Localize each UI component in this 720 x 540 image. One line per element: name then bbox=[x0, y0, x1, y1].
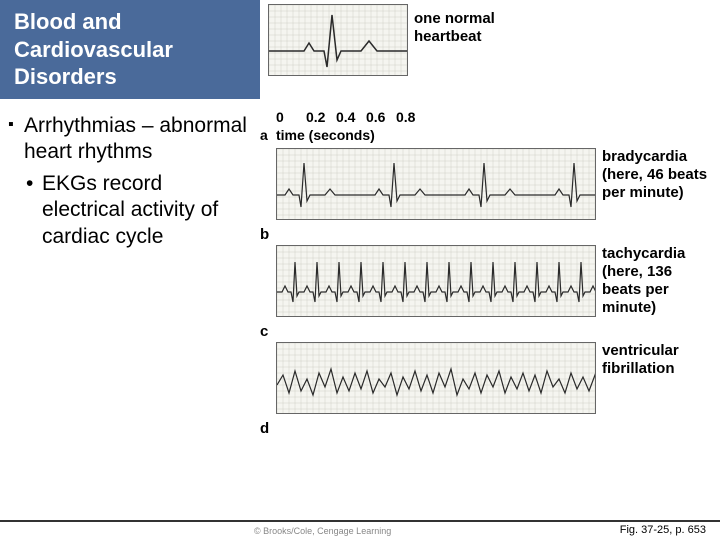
ekg-d-letter: d bbox=[260, 416, 276, 437]
copyright-text: © Brooks/Cole, Cengage Learning bbox=[14, 524, 391, 536]
figure-ref: Fig. 37-25, p. 653 bbox=[620, 524, 706, 536]
content-area: Arrhythmias – abnormal heart rhythms EKG… bbox=[0, 99, 720, 440]
ekg-a-row: one normal heartbeat bbox=[268, 4, 523, 76]
title-text: Blood and Cardiovascular Disorders bbox=[14, 9, 173, 89]
ekg-a-letter: a bbox=[260, 127, 276, 144]
ekg-b-graph bbox=[276, 148, 596, 220]
ekg-b-row: bradycardia (here, 46 beats per minute) bbox=[260, 148, 720, 220]
axis-label: time (seconds) bbox=[276, 127, 375, 144]
ekg-c-label: tachycardia (here, 136 beats per minute) bbox=[596, 245, 711, 317]
ekg-a-graph bbox=[268, 4, 408, 76]
ekg-d-label: ventricular fibrillation bbox=[596, 342, 711, 378]
sub-bullet: EKGs record electrical activity of cardi… bbox=[42, 171, 248, 250]
ekg-d-graph bbox=[276, 342, 596, 414]
bullet-column: Arrhythmias – abnormal heart rhythms EKG… bbox=[0, 109, 260, 440]
main-bullet: Arrhythmias – abnormal heart rhythms bbox=[24, 113, 248, 166]
ekg-a-label: one normal heartbeat bbox=[408, 4, 523, 46]
ekg-c-letter: c bbox=[260, 319, 276, 340]
ekg-d-row: ventricular fibrillation bbox=[260, 342, 720, 414]
ekg-b-label: bradycardia (here, 46 beats per minute) bbox=[596, 148, 711, 202]
ekg-c-row: tachycardia (here, 136 beats per minute) bbox=[260, 245, 720, 317]
ekg-c-graph bbox=[276, 245, 596, 317]
ekg-column: 0 0.2 0.4 0.6 0.8 a time (seconds) brady… bbox=[260, 109, 720, 440]
axis-row: 0 0.2 0.4 0.6 0.8 bbox=[260, 109, 720, 126]
axis-label-row: a time (seconds) bbox=[260, 127, 720, 144]
footer: © Brooks/Cole, Cengage Learning Fig. 37-… bbox=[0, 520, 720, 536]
slide-title: Blood and Cardiovascular Disorders bbox=[0, 0, 260, 99]
ekg-b-letter: b bbox=[260, 222, 276, 243]
axis-ticks: 0 0.2 0.4 0.6 0.8 bbox=[276, 109, 426, 126]
